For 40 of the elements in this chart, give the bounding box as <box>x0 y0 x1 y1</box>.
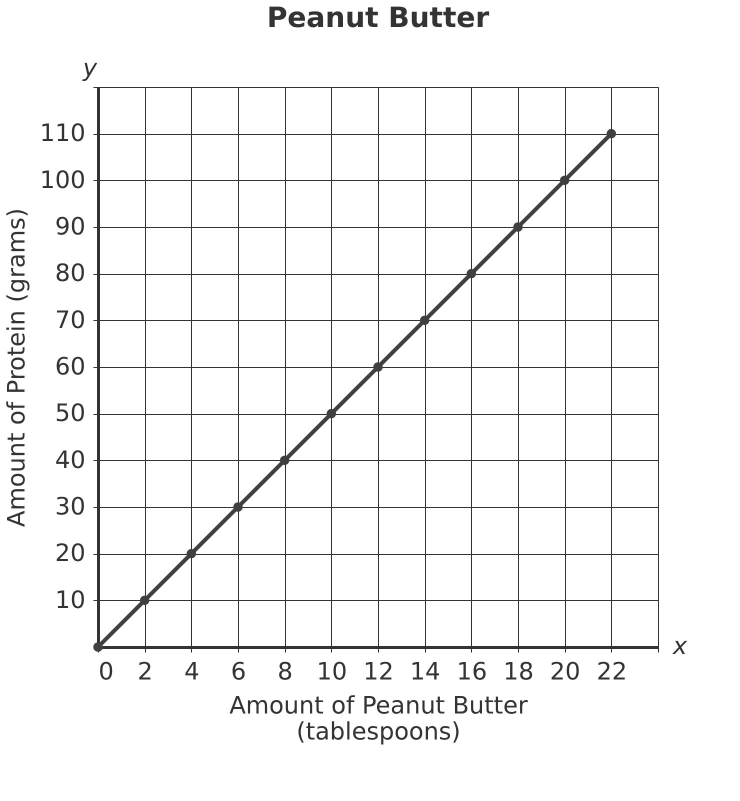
y-tick-label: 90 <box>54 212 86 240</box>
x-tick-label: 2 <box>138 658 153 686</box>
y-tick-label: 10 <box>54 586 86 614</box>
point <box>93 642 103 652</box>
chart-title: Peanut Butter <box>266 1 490 34</box>
y-tick-label: 70 <box>54 306 86 334</box>
point <box>326 408 336 418</box>
point <box>560 176 570 186</box>
y-axis-title: Amount of Protein (grams) <box>2 208 31 527</box>
y-tick-label: 80 <box>54 259 86 288</box>
y-tick-label: 100 <box>40 166 86 194</box>
text: y <box>82 54 98 82</box>
point <box>280 456 290 466</box>
x-tick-label: 14 <box>410 658 440 686</box>
x-tick-label: 22 <box>596 658 628 686</box>
y-tick-label: 20 <box>54 539 86 568</box>
text: x <box>672 632 688 660</box>
point <box>233 502 243 512</box>
y-tick-label: 30 <box>54 492 86 520</box>
x-tick-label: 16 <box>456 658 488 686</box>
y-tick-label: 40 <box>54 446 86 474</box>
y-tick-label: 110 <box>40 119 86 148</box>
point <box>606 128 616 138</box>
point <box>140 596 150 606</box>
x-tick-label: 10 <box>316 658 348 686</box>
y-tick-label: 50 <box>54 399 86 428</box>
x-tick-label: 20 <box>550 658 580 686</box>
point <box>420 316 430 326</box>
point <box>466 268 476 278</box>
y-tick-label: 60 <box>54 352 86 380</box>
x-tick-label: 12 <box>363 658 394 686</box>
x-axis-title: Amount of Peanut Butter (tablespoons) <box>229 692 528 746</box>
x-tick-label: 18 <box>503 658 534 686</box>
point <box>513 222 523 232</box>
x-tick-label: 6 <box>230 658 246 686</box>
point <box>186 548 196 558</box>
x-tick-label: 8 <box>278 658 293 686</box>
x-tick-label: 4 <box>184 658 200 686</box>
x-tick-label: 0 <box>98 658 114 686</box>
point <box>373 362 383 372</box>
